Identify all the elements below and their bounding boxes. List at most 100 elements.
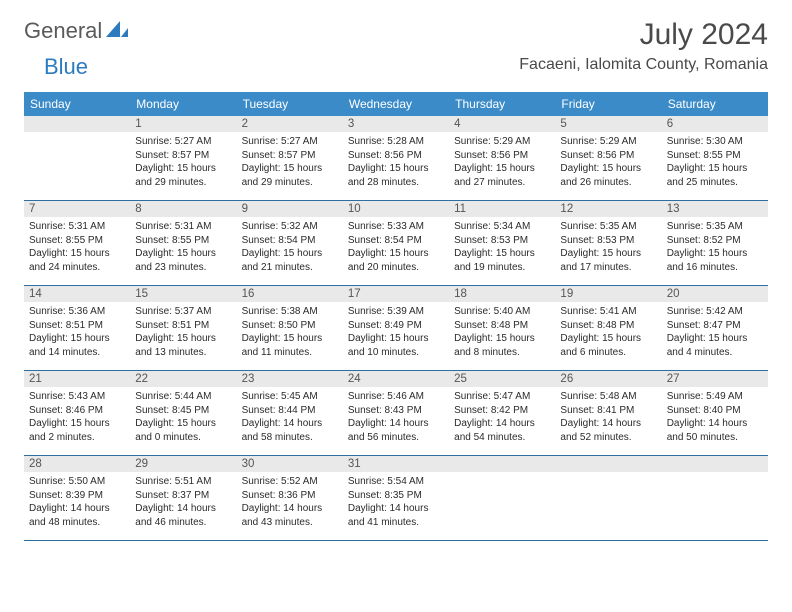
calendar-cell-empty (449, 456, 555, 540)
sunset-text: Sunset: 8:55 PM (29, 234, 125, 248)
daylight1-text: Daylight: 15 hours (29, 247, 125, 261)
sunset-text: Sunset: 8:51 PM (135, 319, 231, 333)
sunrise-text: Sunrise: 5:41 AM (560, 305, 656, 319)
calendar-week: 28Sunrise: 5:50 AMSunset: 8:39 PMDayligh… (24, 456, 768, 541)
calendar-cell: 7 Sunrise: 5:31 AMSunset: 8:55 PMDaylight… (24, 201, 130, 285)
daylight2-text: and 41 minutes. (348, 516, 444, 530)
sunrise-text: Sunrise: 5:35 AM (560, 220, 656, 234)
calendar-cell: 31Sunrise: 5:54 AMSunset: 8:35 PMDayligh… (343, 456, 449, 540)
sunrise-text: Sunrise: 5:46 AM (348, 390, 444, 404)
date-number: 7 (24, 201, 130, 217)
sunrise-text: Sunrise: 5:47 AM (454, 390, 550, 404)
calendar-cell: 13Sunrise: 5:35 AMSunset: 8:52 PMDayligh… (662, 201, 768, 285)
sunset-text: Sunset: 8:35 PM (348, 489, 444, 503)
sunset-text: Sunset: 8:54 PM (242, 234, 338, 248)
calendar: SundayMondayTuesdayWednesdayThursdayFrid… (24, 92, 768, 541)
sunrise-text: Sunrise: 5:31 AM (135, 220, 231, 234)
sunrise-text: Sunrise: 5:51 AM (135, 475, 231, 489)
calendar-cell: 2Sunrise: 5:27 AMSunset: 8:57 PMDaylight… (237, 116, 343, 200)
date-number: 13 (662, 201, 768, 217)
daylight2-text: and 13 minutes. (135, 346, 231, 360)
daylight2-text: and 24 minutes. (29, 261, 125, 275)
date-number: 31 (343, 456, 449, 472)
daylight1-text: Daylight: 15 hours (135, 162, 231, 176)
sunrise-text: Sunrise: 5:31 AM (29, 220, 125, 234)
sunrise-text: Sunrise: 5:44 AM (135, 390, 231, 404)
daylight1-text: Daylight: 15 hours (560, 162, 656, 176)
dayname-header: Monday (130, 92, 236, 116)
daylight1-text: Daylight: 15 hours (667, 247, 763, 261)
calendar-cell: 11Sunrise: 5:34 AMSunset: 8:53 PMDayligh… (449, 201, 555, 285)
daylight1-text: Daylight: 15 hours (454, 247, 550, 261)
daylight2-text: and 23 minutes. (135, 261, 231, 275)
sunrise-text: Sunrise: 5:54 AM (348, 475, 444, 489)
daylight1-text: Daylight: 14 hours (135, 502, 231, 516)
daylight1-text: Daylight: 15 hours (135, 332, 231, 346)
daylight1-text: Daylight: 14 hours (560, 417, 656, 431)
sunrise-text: Sunrise: 5:36 AM (29, 305, 125, 319)
sunrise-text: Sunrise: 5:34 AM (454, 220, 550, 234)
sunset-text: Sunset: 8:55 PM (135, 234, 231, 248)
date-number: 17 (343, 286, 449, 302)
date-number: 9 (237, 201, 343, 217)
calendar-cell: 9Sunrise: 5:32 AMSunset: 8:54 PMDaylight… (237, 201, 343, 285)
dayname-header: Friday (555, 92, 661, 116)
sunset-text: Sunset: 8:56 PM (348, 149, 444, 163)
daylight2-text: and 19 minutes. (454, 261, 550, 275)
daylight2-text: and 2 minutes. (29, 431, 125, 445)
sunset-text: Sunset: 8:54 PM (348, 234, 444, 248)
sunrise-text: Sunrise: 5:29 AM (454, 135, 550, 149)
daylight1-text: Daylight: 14 hours (454, 417, 550, 431)
daylight1-text: Daylight: 15 hours (667, 162, 763, 176)
calendar-cell: 15Sunrise: 5:37 AMSunset: 8:51 PMDayligh… (130, 286, 236, 370)
date-number: 21 (24, 371, 130, 387)
sunrise-text: Sunrise: 5:52 AM (242, 475, 338, 489)
sunrise-text: Sunrise: 5:28 AM (348, 135, 444, 149)
sunset-text: Sunset: 8:49 PM (348, 319, 444, 333)
daylight1-text: Daylight: 15 hours (454, 332, 550, 346)
daylight1-text: Daylight: 15 hours (29, 332, 125, 346)
sunrise-text: Sunrise: 5:30 AM (667, 135, 763, 149)
sunrise-text: Sunrise: 5:33 AM (348, 220, 444, 234)
daylight2-text: and 11 minutes. (242, 346, 338, 360)
daylight2-text: and 20 minutes. (348, 261, 444, 275)
sunrise-text: Sunrise: 5:40 AM (454, 305, 550, 319)
sunrise-text: Sunrise: 5:37 AM (135, 305, 231, 319)
date-number: 16 (237, 286, 343, 302)
sunset-text: Sunset: 8:47 PM (667, 319, 763, 333)
date-number: 2 (237, 116, 343, 132)
sunset-text: Sunset: 8:50 PM (242, 319, 338, 333)
sunrise-text: Sunrise: 5:35 AM (667, 220, 763, 234)
date-number: 4 (449, 116, 555, 132)
date-number: 23 (237, 371, 343, 387)
calendar-cell: 30Sunrise: 5:52 AMSunset: 8:36 PMDayligh… (237, 456, 343, 540)
daylight2-text: and 46 minutes. (135, 516, 231, 530)
calendar-week: 14Sunrise: 5:36 AMSunset: 8:51 PMDayligh… (24, 286, 768, 371)
daylight2-text: and 58 minutes. (242, 431, 338, 445)
daylight1-text: Daylight: 15 hours (135, 247, 231, 261)
brand-text-blue: Blue (44, 54, 88, 80)
daylight2-text: and 27 minutes. (454, 176, 550, 190)
brand-sail-icon (106, 19, 128, 44)
dayname-header: Tuesday (237, 92, 343, 116)
dayname-row: SundayMondayTuesdayWednesdayThursdayFrid… (24, 92, 768, 116)
daylight2-text: and 26 minutes. (560, 176, 656, 190)
daylight2-text: and 6 minutes. (560, 346, 656, 360)
dayname-header: Thursday (449, 92, 555, 116)
sunset-text: Sunset: 8:44 PM (242, 404, 338, 418)
sunrise-text: Sunrise: 5:48 AM (560, 390, 656, 404)
daylight2-text: and 0 minutes. (135, 431, 231, 445)
date-number: 6 (662, 116, 768, 132)
calendar-cell: 8Sunrise: 5:31 AMSunset: 8:55 PMDaylight… (130, 201, 236, 285)
sunset-text: Sunset: 8:48 PM (560, 319, 656, 333)
date-number: 19 (555, 286, 661, 302)
daylight1-text: Daylight: 15 hours (135, 417, 231, 431)
sunset-text: Sunset: 8:51 PM (29, 319, 125, 333)
sunset-text: Sunset: 8:48 PM (454, 319, 550, 333)
daylight2-text: and 52 minutes. (560, 431, 656, 445)
date-number: 26 (555, 371, 661, 387)
calendar-cell: 17Sunrise: 5:39 AMSunset: 8:49 PMDayligh… (343, 286, 449, 370)
date-number: 18 (449, 286, 555, 302)
daylight1-text: Daylight: 15 hours (560, 332, 656, 346)
daylight2-text: and 21 minutes. (242, 261, 338, 275)
